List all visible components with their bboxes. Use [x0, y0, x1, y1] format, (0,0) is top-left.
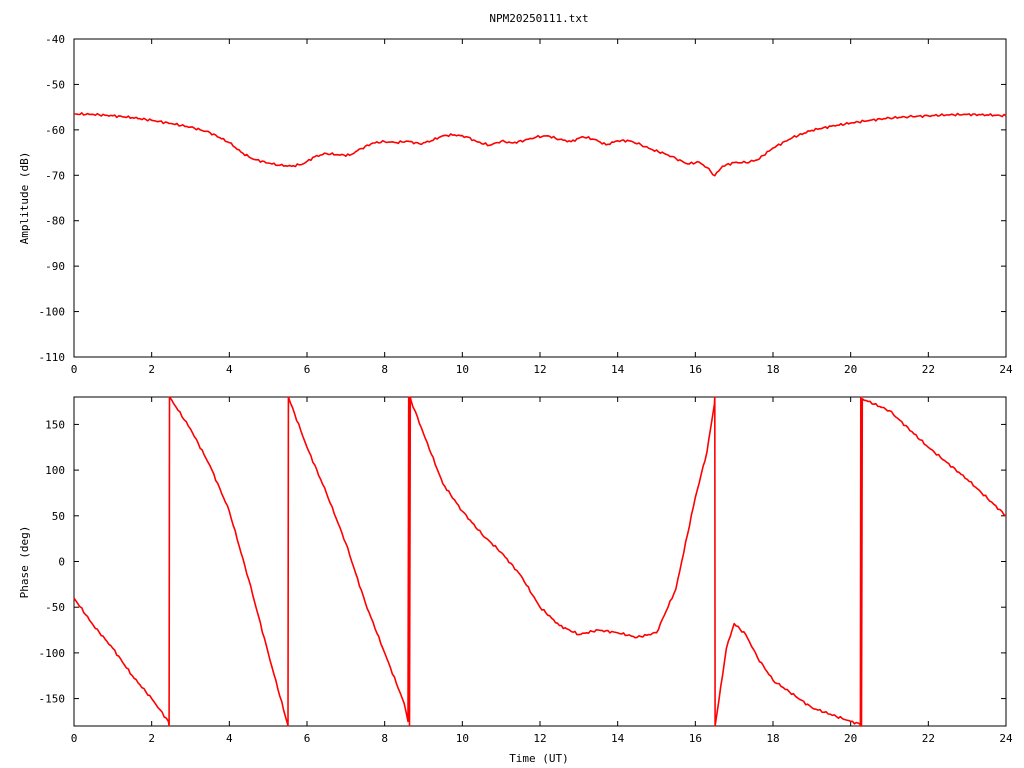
amplitude-x-tick-label: 18 [766, 363, 779, 376]
phase-x-tick-label: 10 [456, 732, 469, 745]
phase-x-tick-label: 14 [611, 732, 625, 745]
amplitude-x-tick-label: 6 [304, 363, 311, 376]
phase-y-tick-label: 0 [58, 556, 65, 569]
phase-x-tick-label: 16 [689, 732, 702, 745]
amplitude-x-tick-label: 16 [689, 363, 702, 376]
amplitude-panel: Amplitude (dB) 0 2 4 6 8 10 12 14 16 18 20 22 24-40-… [18, 33, 1013, 376]
amplitude-y-tick-label: -50 [45, 78, 65, 91]
amplitude-x-tick-label: 22 [922, 363, 935, 376]
phase-x-tick-label: 20 [844, 732, 857, 745]
phase-x-tick-label: 2 [148, 732, 155, 745]
amplitude-traces [74, 112, 1007, 177]
phase-x-tick-label: 24 [999, 732, 1013, 745]
phase-x-tick-label: 0 [71, 732, 78, 745]
amplitude-x-tick-label: 24 [999, 363, 1013, 376]
phase-y-tick-label: -50 [45, 601, 65, 614]
amplitude-y-tick-label: -100 [39, 306, 66, 319]
phase-y-tick-label: -150 [39, 693, 66, 706]
amplitude-y-tick-label: -60 [45, 124, 65, 137]
phase-panel: Phase (deg) Time (UT) 0 2 4 6 8 10 12 14 16 18 20 2… [18, 396, 1013, 765]
amplitude-x-tick-label: 20 [844, 363, 857, 376]
phase-x-tick-label: 8 [381, 732, 388, 745]
amplitude-x-tick-label: 8 [381, 363, 388, 376]
amplitude-x-tick-label: 14 [611, 363, 625, 376]
amplitude-y-tick-label: -80 [45, 215, 65, 228]
phase-x-tick-label: 12 [533, 732, 546, 745]
phase-y-tick-label: 50 [52, 510, 65, 523]
phase-y-tick-label: 150 [45, 418, 65, 431]
amplitude-y-tick-label: -110 [39, 351, 66, 364]
amplitude-x-tick-label: 12 [533, 363, 546, 376]
amplitude-x-tick-label: 2 [148, 363, 155, 376]
phase-x-tick-label: 4 [226, 732, 233, 745]
chart-title: NPM20250111.txt [489, 12, 588, 25]
amplitude-y-tick-label: -40 [45, 33, 65, 46]
phase-x-tick-label: 6 [304, 732, 311, 745]
phase-traces [73, 396, 1007, 727]
phase-y-tick-label: 100 [45, 464, 65, 477]
amplitude-y-axis-label: Amplitude (dB) [18, 152, 31, 245]
amplitude-y-tick-label: -70 [45, 169, 65, 182]
amplitude-x-tick-label: 10 [456, 363, 469, 376]
phase-y-tick-label: -100 [39, 647, 66, 660]
amplitude-x-tick-label: 0 [71, 363, 78, 376]
amplitude-y-tick-label: -90 [45, 260, 65, 273]
amplitude-x-tick-label: 4 [226, 363, 233, 376]
phase-series-line [73, 396, 1007, 727]
phase-y-axis-label: Phase (deg) [18, 526, 31, 599]
phase-ticks: 0 2 4 6 8 10 12 14 16 18 20 22 24150100500-50-100-15… [39, 397, 1013, 745]
phase-x-tick-label: 22 [922, 732, 935, 745]
time-x-axis-label: Time (UT) [509, 752, 569, 765]
amplitude-series-line [74, 112, 1007, 177]
amplitude-ticks: 0 2 4 6 8 10 12 14 16 18 20 22 24-40-50-60-70-80-90-… [39, 33, 1013, 376]
phase-x-tick-label: 18 [766, 732, 779, 745]
